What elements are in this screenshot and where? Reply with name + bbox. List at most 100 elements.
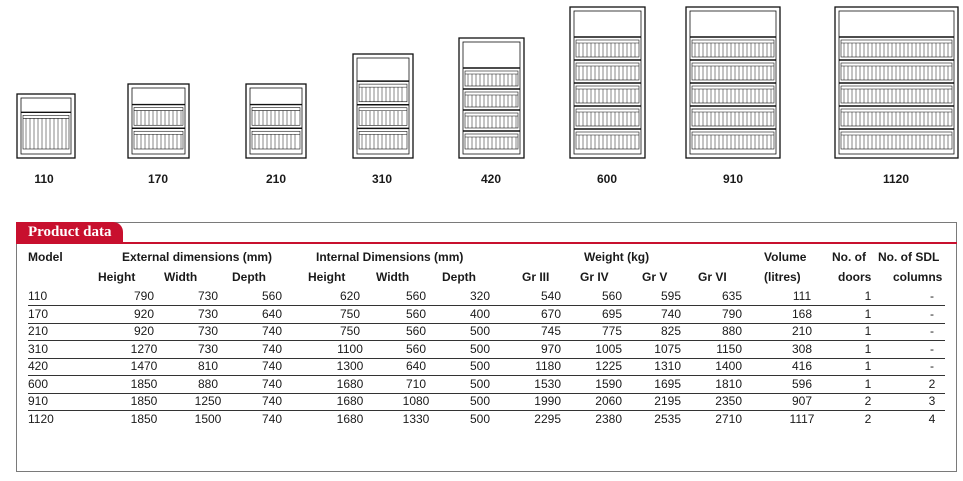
safe-420-outline xyxy=(458,37,525,159)
header-ext-height: Height xyxy=(98,270,136,284)
header-doors: No. of xyxy=(832,250,866,264)
illustration-label-420: 420 xyxy=(480,172,502,186)
safe-170-inner xyxy=(131,87,186,155)
cell-gr6: 2350 xyxy=(715,394,742,408)
cell-columns: - xyxy=(930,324,934,338)
cell-gr5: 595 xyxy=(660,289,681,303)
cell-volume: 1117 xyxy=(789,411,815,426)
cell-ext-depth: 740 xyxy=(261,394,283,408)
cell-columns: - xyxy=(930,341,934,356)
cell-model: 310 xyxy=(28,341,49,356)
cell-doors: 1 xyxy=(864,306,872,321)
cell-model: 170 xyxy=(28,306,49,321)
cell-ext-width: 730 xyxy=(197,324,219,338)
header-int-width: Width xyxy=(376,270,410,284)
cell-doors: 1 xyxy=(864,376,872,391)
table-row: 420 1470 810 740 1300 640 500 1180 1225 1310 1400 4… xyxy=(28,357,945,376)
cell-int-width: 710 xyxy=(405,376,427,391)
cell-gr5: 2535 xyxy=(654,411,681,426)
cell-gr4: 775 xyxy=(601,324,622,338)
cell-volume: 168 xyxy=(791,306,813,321)
cell-ext-width: 730 xyxy=(197,306,219,321)
cell-volume: 596 xyxy=(791,376,813,391)
cell-gr5: 2195 xyxy=(654,394,681,408)
header-weight: Weight (kg) xyxy=(584,250,650,264)
cell-columns: - xyxy=(930,359,934,373)
cell-int-height: 1680 xyxy=(336,411,364,426)
illustration-label-600: 600 xyxy=(596,172,618,186)
safe-310-inner xyxy=(356,57,410,155)
cell-ext-height: 920 xyxy=(133,306,155,321)
table-row: 310 1270 730 740 1100 560 500 970 1005 1075 1150 30… xyxy=(28,340,945,359)
cell-columns: 4 xyxy=(928,411,936,426)
cell-gr6: 880 xyxy=(721,324,742,338)
illustration-label-310: 310 xyxy=(371,172,393,186)
cell-gr3: 970 xyxy=(540,341,561,356)
cell-ext-width: 810 xyxy=(197,359,219,373)
cell-ext-height: 1850 xyxy=(130,394,158,408)
cell-gr4: 2380 xyxy=(595,411,622,426)
cell-doors: 1 xyxy=(864,289,872,303)
cell-ext-width: 1500 xyxy=(194,411,222,426)
section-divider xyxy=(16,242,957,244)
cell-ext-depth: 740 xyxy=(261,324,283,338)
safe-310-outline xyxy=(352,53,414,159)
cell-gr6: 1810 xyxy=(715,376,742,391)
cell-int-width: 1330 xyxy=(402,411,430,426)
cell-gr4: 695 xyxy=(601,306,622,321)
cell-model: 210 xyxy=(28,324,49,338)
safe-110-inner xyxy=(20,97,72,155)
header-gr4: Gr IV xyxy=(580,270,609,284)
cell-int-depth: 500 xyxy=(469,359,491,373)
cell-gr4: 1005 xyxy=(595,341,622,356)
cell-gr6: 790 xyxy=(721,306,742,321)
cell-doors: 2 xyxy=(864,394,872,408)
safe-110-outline xyxy=(16,93,76,159)
safe-illustrations xyxy=(16,6,959,159)
cell-gr6: 635 xyxy=(721,289,742,303)
cell-gr5: 825 xyxy=(660,324,681,338)
cell-ext-width: 730 xyxy=(197,289,219,303)
cell-ext-depth: 740 xyxy=(261,411,283,426)
cell-volume: 111 xyxy=(792,289,812,303)
safe-420-inner xyxy=(462,41,521,155)
cell-gr3: 540 xyxy=(540,289,561,303)
header-ext-width: Width xyxy=(164,270,198,284)
cell-volume: 308 xyxy=(791,341,813,356)
cell-columns: 2 xyxy=(928,376,936,391)
cell-model: 420 xyxy=(28,359,49,373)
header-internal-dimensions: Internal Dimensions (mm) xyxy=(316,250,464,264)
cell-int-depth: 500 xyxy=(469,341,491,356)
cell-gr3: 1530 xyxy=(534,376,561,391)
table-row: 910 1850 1250 740 1680 1080 500 1990 2060 2195 235… xyxy=(28,392,945,411)
cell-ext-depth: 740 xyxy=(261,341,283,356)
cell-gr3: 745 xyxy=(540,324,561,338)
header-gr6: Gr VI xyxy=(698,270,727,284)
cell-ext-height: 1270 xyxy=(130,341,158,356)
header-model: Model xyxy=(28,250,63,264)
cell-volume: 416 xyxy=(791,359,813,373)
cell-doors: 1 xyxy=(864,359,872,373)
header-columns-2: columns xyxy=(893,270,943,284)
cell-ext-height: 1470 xyxy=(130,359,158,373)
cell-ext-height: 920 xyxy=(133,324,155,338)
cell-volume: 907 xyxy=(791,394,813,408)
cell-int-width: 560 xyxy=(405,341,427,356)
illustration-label-910: 910 xyxy=(722,172,744,186)
safe-600-outline xyxy=(569,6,646,159)
header-int-depth: Depth xyxy=(442,270,476,284)
cell-int-height: 750 xyxy=(339,324,361,338)
cell-ext-height: 1850 xyxy=(130,411,158,426)
header-gr3: Gr III xyxy=(522,270,550,284)
cell-int-depth: 320 xyxy=(469,289,491,303)
cell-int-width: 560 xyxy=(405,306,427,321)
cell-ext-height: 790 xyxy=(133,289,155,303)
cell-columns: 3 xyxy=(928,394,936,408)
safe-210-outline xyxy=(245,83,307,159)
cell-model: 110 xyxy=(28,289,48,303)
header-volume-unit: (litres) xyxy=(764,270,801,284)
cell-gr3: 1990 xyxy=(534,394,561,408)
cell-ext-width: 880 xyxy=(197,376,219,391)
header-columns: No. of SDL xyxy=(878,250,940,264)
cell-int-depth: 500 xyxy=(469,324,491,338)
